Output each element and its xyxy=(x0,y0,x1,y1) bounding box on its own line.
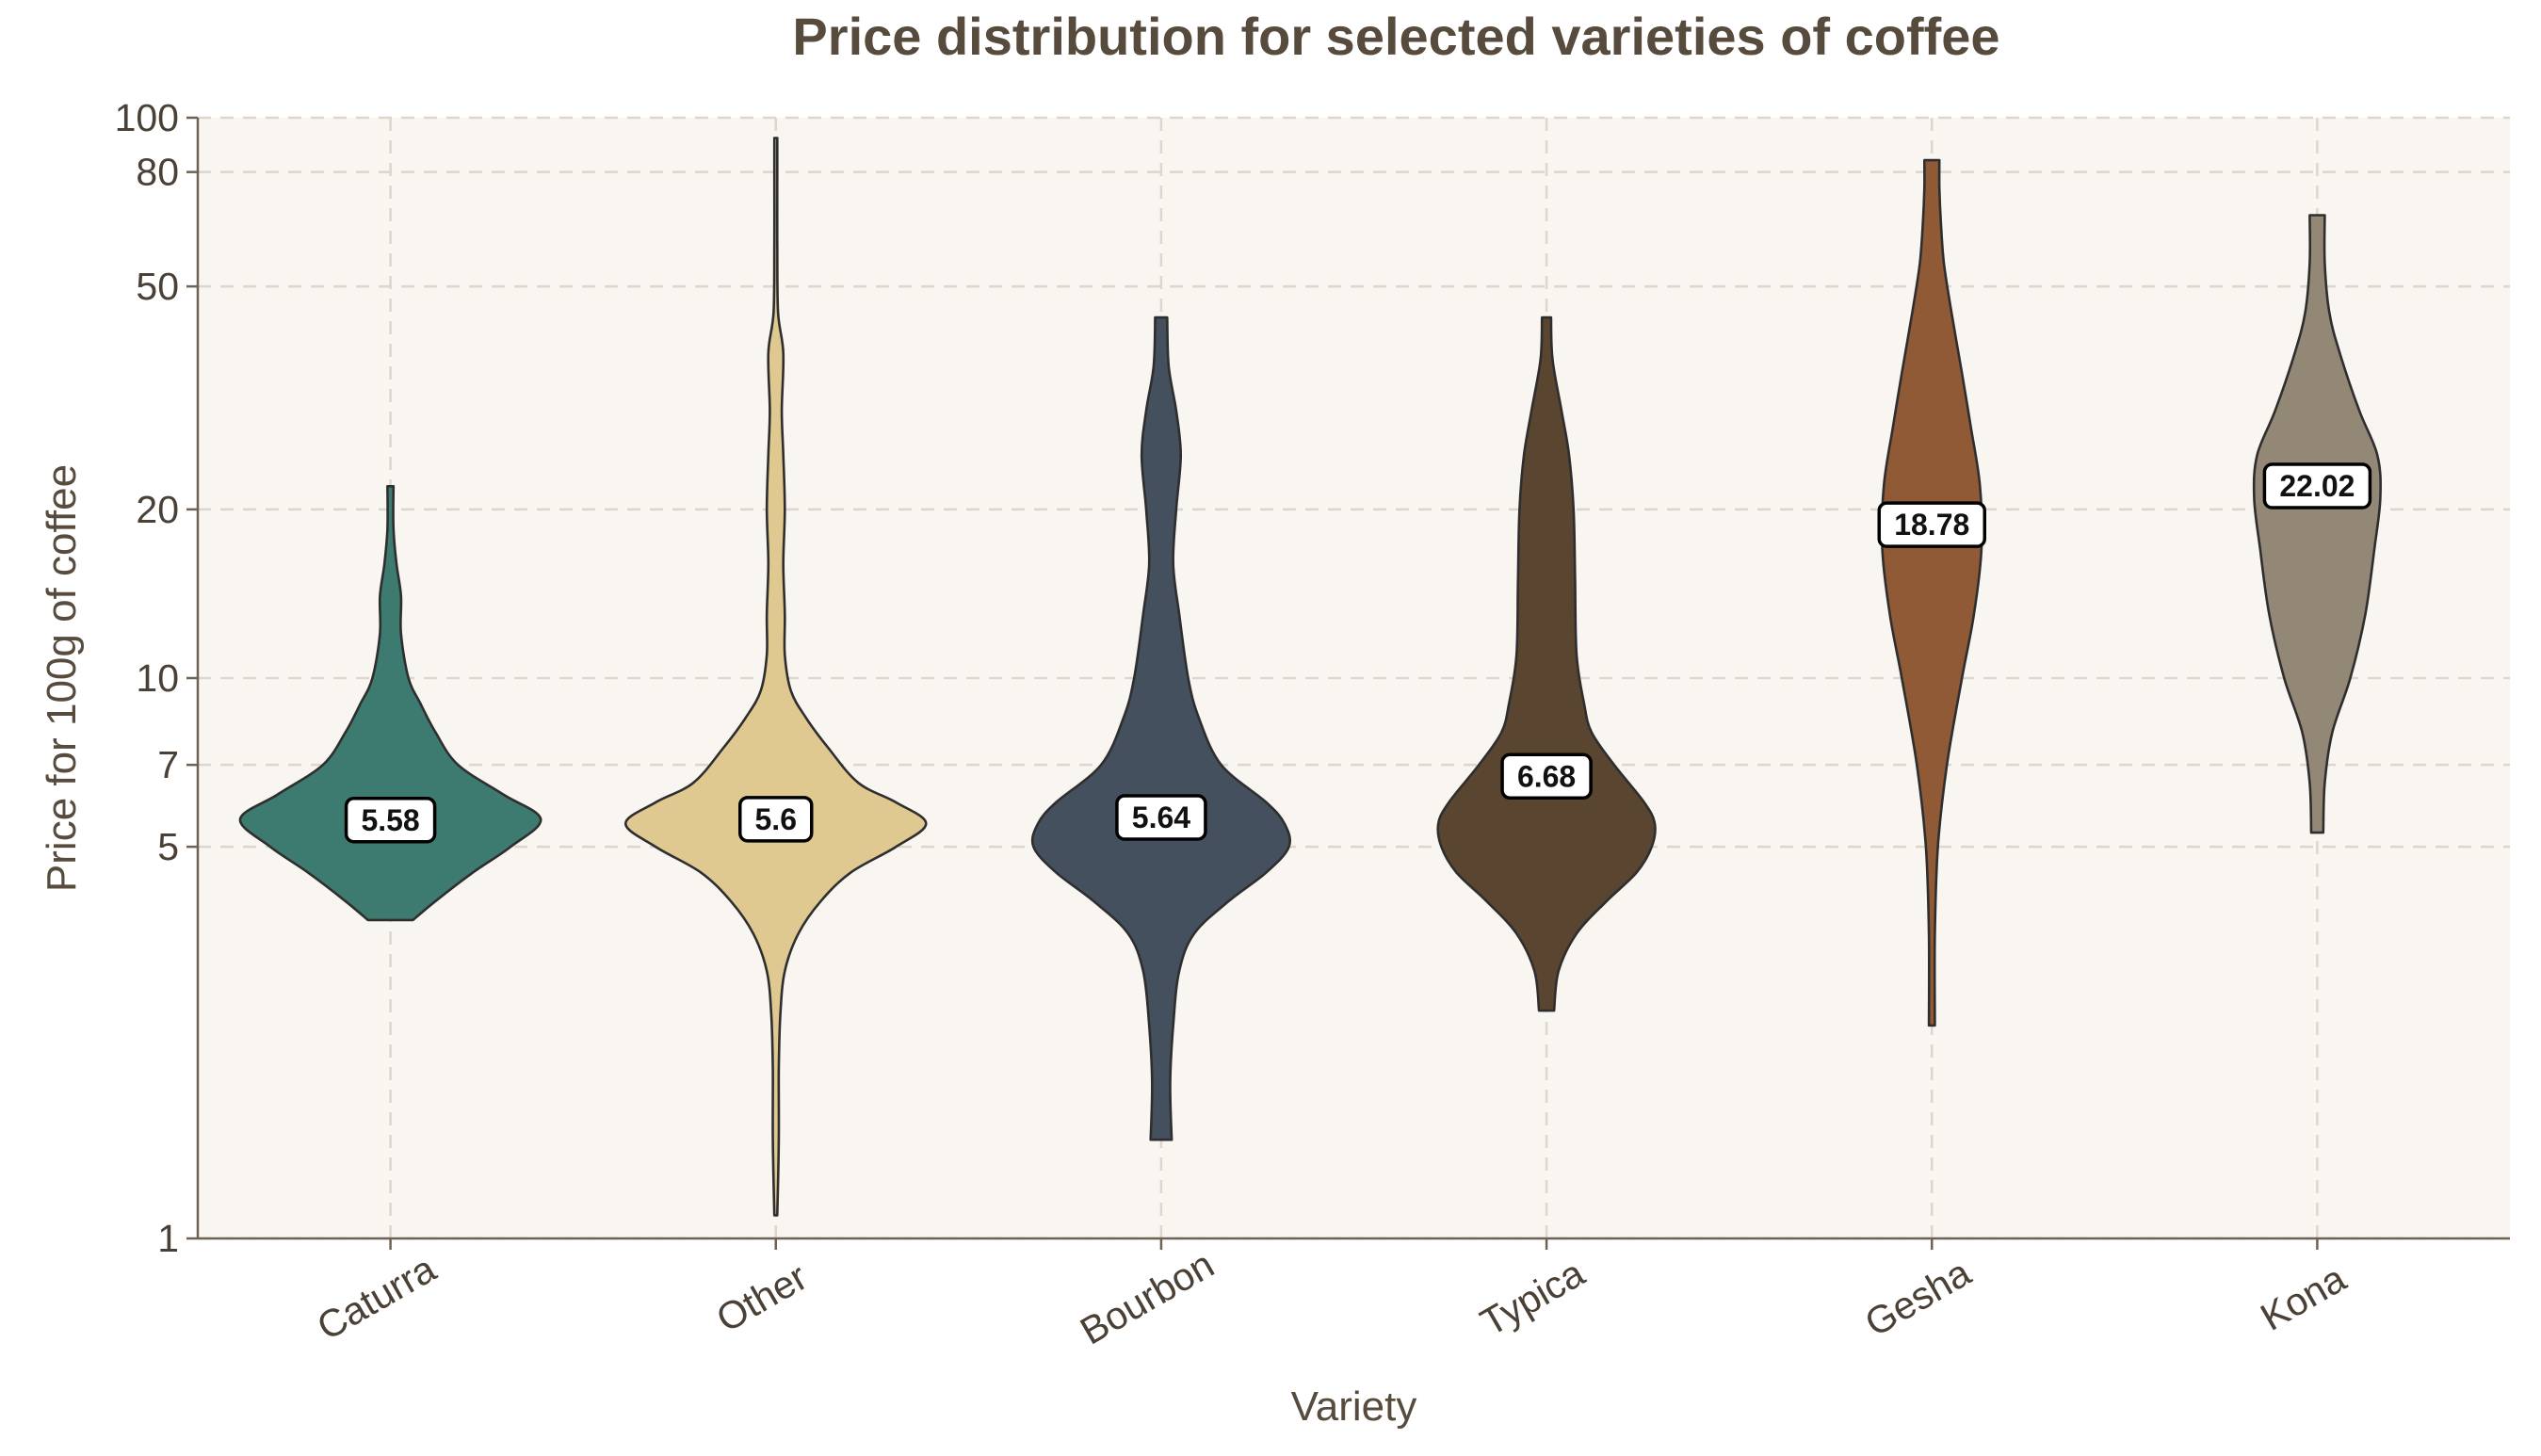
y-tick-label: 100 xyxy=(115,96,179,139)
median-label-box xyxy=(1877,501,1986,548)
median-value: 18.78 xyxy=(1894,508,1969,542)
y-axis-label: Price for 100g of coffee xyxy=(39,464,85,892)
violin-kona xyxy=(2252,214,2382,834)
y-tick-label: 1 xyxy=(157,1217,179,1260)
median-value: 6.68 xyxy=(1517,759,1576,793)
violin-bourbon xyxy=(1030,315,1292,1141)
y-tick-label: 50 xyxy=(136,265,179,308)
median-label-other: 5.6 xyxy=(738,796,814,843)
median-label-box xyxy=(2262,462,2372,510)
median-value: 5.58 xyxy=(361,803,419,837)
median-value: 22.02 xyxy=(2279,469,2355,503)
median-label-box xyxy=(1115,794,1207,841)
median-value: 5.64 xyxy=(1132,801,1190,834)
y-tick-label: 20 xyxy=(136,488,179,531)
x-axis-label: Variety xyxy=(1291,1383,1417,1430)
y-tick-label: 10 xyxy=(136,656,179,700)
violin-gesha xyxy=(1880,158,1983,1027)
median-label-kona: 22.02 xyxy=(2262,462,2372,510)
y-tick-label: 5 xyxy=(157,825,179,868)
violin-caturra xyxy=(238,485,542,922)
median-label-typica: 6.68 xyxy=(1500,752,1593,801)
median-labels: 5.58 5.6 5.64 6.68 18.78 22.02 xyxy=(344,462,2372,844)
y-tick-label: 7 xyxy=(157,743,179,786)
violin-typica xyxy=(1436,315,1657,1012)
median-value: 5.6 xyxy=(755,802,797,836)
median-label-gesha: 18.78 xyxy=(1877,501,1986,548)
y-tick-label: 80 xyxy=(136,151,179,194)
chart-title: Price distribution for selected varietie… xyxy=(792,7,1999,66)
median-label-box xyxy=(738,796,814,843)
median-label-caturra: 5.58 xyxy=(344,797,437,844)
median-label-box xyxy=(344,797,437,844)
median-label-bourbon: 5.64 xyxy=(1115,794,1207,841)
violin-other xyxy=(623,137,928,1217)
median-label-box xyxy=(1500,752,1593,801)
violins xyxy=(238,137,2382,1217)
